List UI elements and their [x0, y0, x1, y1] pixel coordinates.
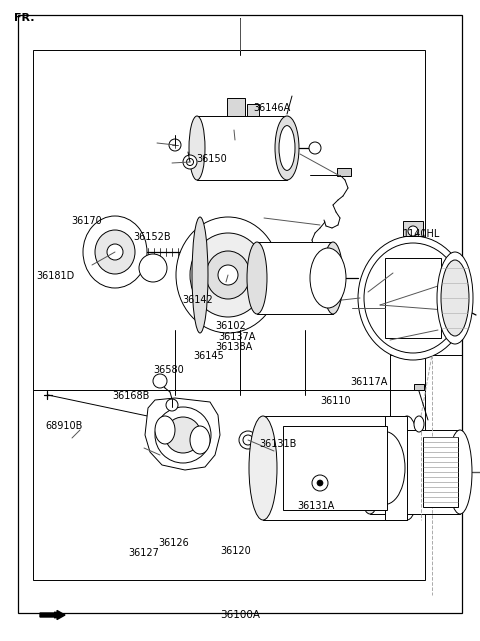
Text: 36145: 36145 [193, 351, 224, 361]
Ellipse shape [153, 374, 167, 388]
Ellipse shape [190, 233, 266, 317]
Ellipse shape [408, 226, 418, 236]
Ellipse shape [139, 254, 167, 282]
Ellipse shape [243, 435, 253, 445]
Text: 36137A: 36137A [218, 331, 256, 342]
Bar [283, 426, 387, 510]
Ellipse shape [192, 217, 208, 333]
Ellipse shape [169, 139, 181, 151]
Ellipse shape [363, 287, 373, 297]
Ellipse shape [364, 243, 462, 353]
Ellipse shape [377, 302, 383, 308]
Bar [385, 416, 407, 520]
Bar [33, 50, 425, 390]
Ellipse shape [107, 244, 123, 260]
Ellipse shape [279, 126, 295, 171]
Ellipse shape [206, 251, 250, 299]
Ellipse shape [155, 407, 211, 463]
Ellipse shape [95, 230, 135, 274]
Ellipse shape [458, 304, 468, 314]
Ellipse shape [239, 431, 257, 449]
Bar [370, 430, 460, 514]
Text: 36170: 36170 [71, 216, 102, 226]
Ellipse shape [218, 265, 238, 285]
Text: 36102: 36102 [215, 320, 246, 331]
Ellipse shape [190, 426, 210, 454]
Bar [197, 116, 287, 180]
Text: 36181D: 36181D [36, 271, 74, 281]
Text: 1140HL: 1140HL [403, 229, 440, 240]
Bar [414, 384, 424, 390]
Ellipse shape [414, 416, 424, 432]
Ellipse shape [309, 142, 321, 154]
Ellipse shape [155, 416, 175, 444]
Ellipse shape [437, 252, 473, 344]
Ellipse shape [373, 298, 387, 312]
Text: 36168B: 36168B [113, 391, 150, 401]
Text: 36150: 36150 [196, 154, 227, 164]
Ellipse shape [189, 116, 205, 180]
Text: 36131A: 36131A [298, 501, 335, 512]
Text: 36127: 36127 [129, 547, 159, 558]
Bar [33, 390, 425, 580]
Text: 36126: 36126 [158, 538, 189, 548]
Bar [385, 258, 441, 338]
Text: 36146A: 36146A [253, 103, 291, 113]
Text: 36131B: 36131B [259, 438, 297, 449]
Ellipse shape [312, 475, 328, 491]
Bar [403, 221, 423, 236]
Ellipse shape [359, 283, 377, 301]
Text: 36142: 36142 [182, 295, 213, 305]
Ellipse shape [176, 217, 280, 333]
Bar [247, 104, 259, 116]
Ellipse shape [448, 430, 472, 514]
Text: 36100A: 36100A [220, 610, 260, 620]
Text: 36138A: 36138A [215, 342, 252, 353]
Ellipse shape [83, 216, 147, 288]
Polygon shape [145, 398, 220, 470]
Ellipse shape [183, 155, 197, 169]
Text: 36152B: 36152B [133, 232, 171, 242]
Text: 36110: 36110 [321, 395, 351, 406]
Ellipse shape [165, 417, 201, 453]
Bar [227, 98, 245, 116]
Text: 68910B: 68910B [46, 421, 83, 431]
Ellipse shape [310, 248, 346, 308]
Ellipse shape [358, 430, 382, 514]
Text: 36117A: 36117A [350, 377, 388, 387]
Ellipse shape [275, 116, 299, 180]
Bar [423, 437, 458, 507]
Text: 36580: 36580 [154, 365, 184, 376]
Ellipse shape [249, 416, 277, 520]
Text: 36120: 36120 [221, 546, 252, 556]
Ellipse shape [393, 416, 421, 520]
Bar [337, 168, 351, 176]
Text: FR.: FR. [14, 13, 35, 23]
Polygon shape [63, 165, 145, 385]
Ellipse shape [317, 480, 323, 486]
Ellipse shape [358, 236, 468, 360]
FancyArrow shape [40, 610, 65, 619]
Bar [257, 242, 333, 314]
Ellipse shape [441, 260, 469, 336]
Ellipse shape [247, 242, 267, 314]
Ellipse shape [166, 399, 178, 411]
Ellipse shape [187, 158, 193, 165]
Bar [263, 416, 407, 520]
Ellipse shape [323, 242, 343, 314]
